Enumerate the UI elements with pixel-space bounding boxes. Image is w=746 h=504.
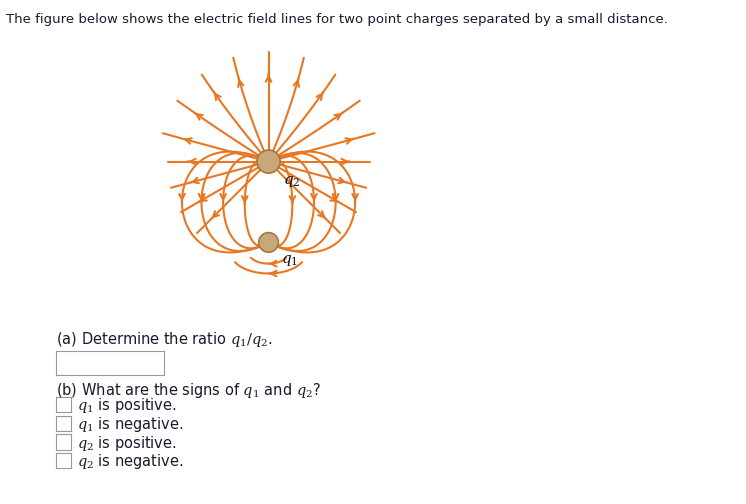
Circle shape xyxy=(259,233,278,252)
Text: (b) What are the signs of $q_1$ and $q_2$?: (b) What are the signs of $q_1$ and $q_2… xyxy=(56,381,321,400)
Text: $q_2$ is positive.: $q_2$ is positive. xyxy=(77,433,177,453)
Text: The figure below shows the electric field lines for two point charges separated : The figure below shows the electric fiel… xyxy=(6,13,668,26)
Circle shape xyxy=(257,150,280,173)
Text: (a) Determine the ratio $q_1/q_2$.: (a) Determine the ratio $q_1/q_2$. xyxy=(56,330,273,349)
Text: $q_1$: $q_1$ xyxy=(280,253,298,268)
Text: $q_1$ is positive.: $q_1$ is positive. xyxy=(77,396,177,415)
Text: $q_1$ is negative.: $q_1$ is negative. xyxy=(77,415,184,434)
Text: $q_2$ is negative.: $q_2$ is negative. xyxy=(77,452,184,471)
Text: $q_2$: $q_2$ xyxy=(283,173,301,188)
